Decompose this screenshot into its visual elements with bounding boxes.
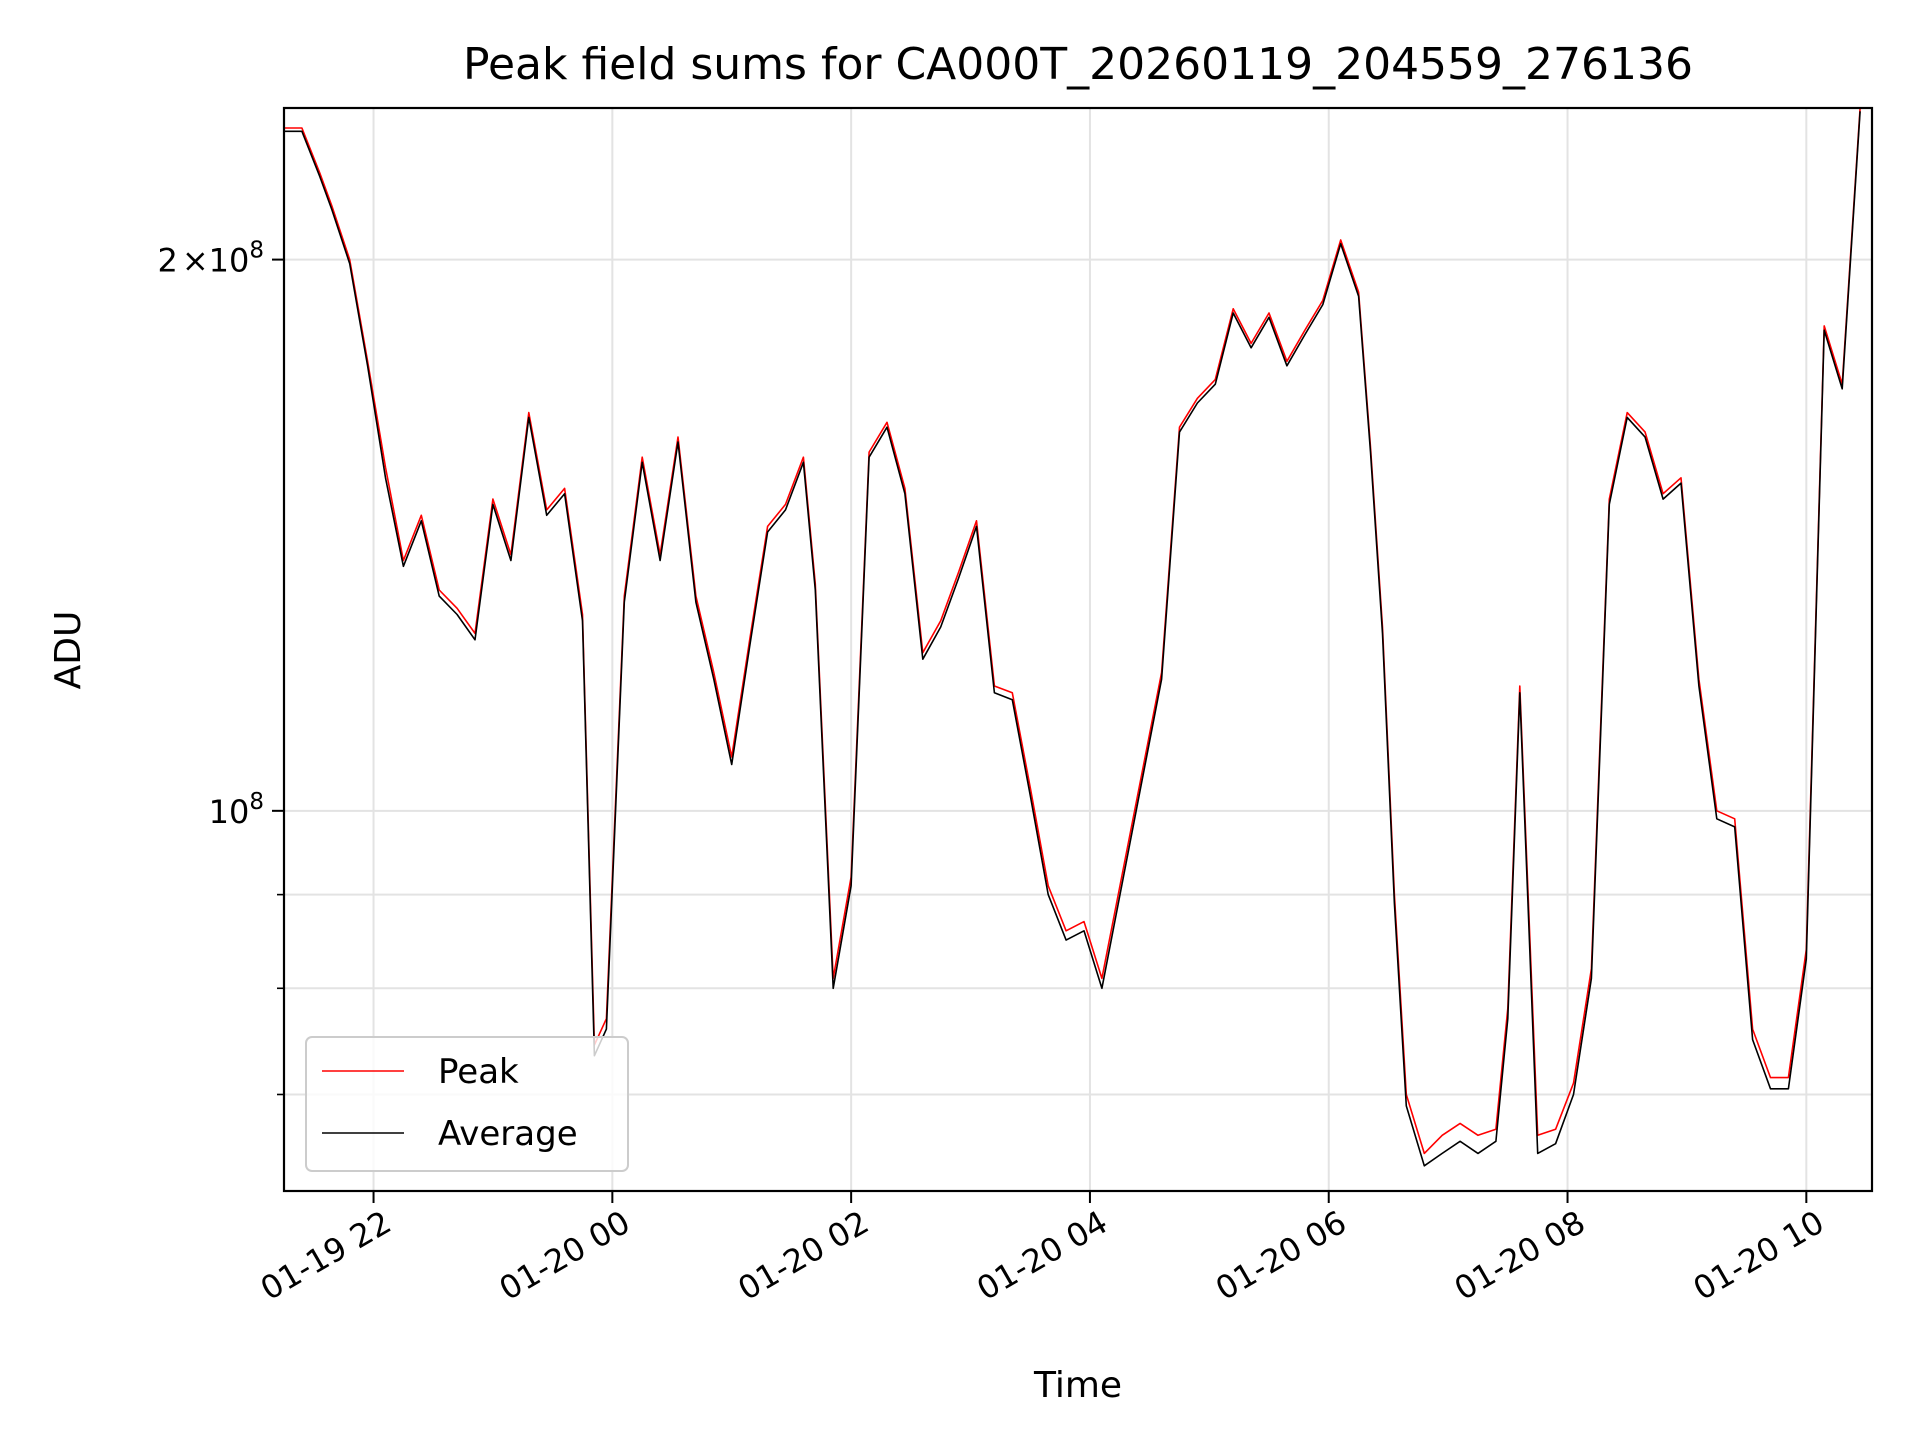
plot-frame (282, 106, 1874, 1193)
plot-area (284, 108, 1861, 1167)
y-tick-label: 2 ×108 (157, 238, 264, 280)
y-axis-label: ADU (48, 611, 89, 690)
series-line-average (284, 111, 1861, 1167)
legend: Peak Average (305, 1036, 629, 1172)
legend-average-label: Average (438, 1114, 578, 1154)
grid-lines (284, 108, 1872, 1191)
legend-peak-label: Peak (438, 1052, 519, 1092)
x-axis-label: Time (1033, 1365, 1122, 1406)
y-tick-label: 108 (209, 789, 264, 831)
chart-title: Peak field sums for CA000T_20260119_2045… (463, 39, 1693, 90)
